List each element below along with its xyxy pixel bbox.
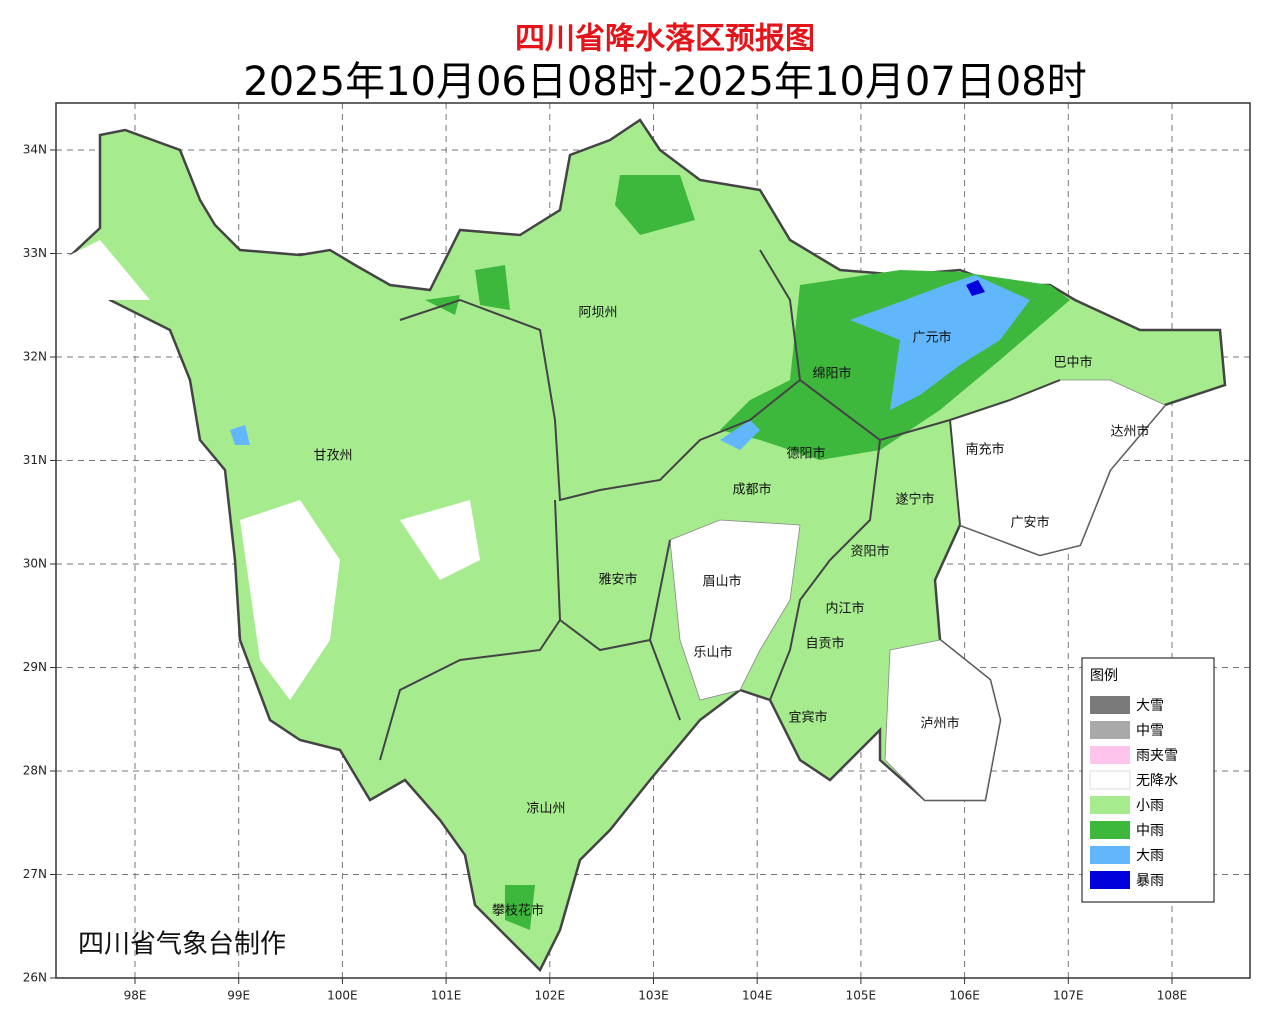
region-label: 成都市 <box>732 482 771 498</box>
lat-tick-label: 27N <box>23 867 47 881</box>
province <box>60 118 1227 973</box>
region-label: 绵阳市 <box>812 366 851 382</box>
subtitle: 2025年10月06日08时-2025年10月07日08时 <box>243 59 1086 105</box>
lon-tick-label: 103E <box>638 989 669 1003</box>
lon-tick-label: 101E <box>431 989 462 1003</box>
legend-label: 中雨 <box>1136 823 1164 839</box>
lat-tick-label: 31N <box>23 453 47 467</box>
lon-tick-label: 98E <box>124 989 147 1003</box>
credit: 四川省气象台制作 <box>78 930 286 960</box>
region-label: 自贡市 <box>805 636 844 652</box>
lon-tick-label: 102E <box>535 989 566 1003</box>
region-label: 资阳市 <box>850 544 889 560</box>
frame <box>55 102 1251 979</box>
lat-tick-label: 33N <box>23 246 47 260</box>
legend-swatch <box>1090 821 1130 839</box>
legend-label: 暴雨 <box>1136 873 1164 889</box>
no-rain-luzhou <box>884 639 1001 801</box>
legend-swatch <box>1089 770 1131 790</box>
legend-label: 无降水 <box>1136 773 1178 789</box>
region-label: 雅安市 <box>598 572 637 588</box>
lat-tick-label: 26N <box>23 971 47 985</box>
legend-label: 小雨 <box>1136 798 1164 814</box>
no-rain-south <box>669 519 801 701</box>
lat-tick-label: 30N <box>23 557 47 571</box>
region-label: 内江市 <box>825 601 864 617</box>
legend-label: 中雪 <box>1136 723 1164 739</box>
city-borders <box>379 249 1061 761</box>
legend-title: 图例 <box>1090 668 1118 684</box>
legend-label: 雨夹雪 <box>1136 748 1178 764</box>
region-label: 眉山市 <box>702 574 741 590</box>
legend-label: 大雨 <box>1136 848 1164 864</box>
torrential-rain <box>966 280 985 296</box>
legend-swatch <box>1090 846 1130 864</box>
legend-swatch <box>1090 721 1130 739</box>
lon-tick-label: 107E <box>1053 989 1084 1003</box>
region-label: 达州市 <box>1110 424 1149 440</box>
legend-swatch <box>1090 696 1130 714</box>
labels: 98E 99E 100E 101E 102E 103E 104E 105E 106E 107E 10… <box>23 143 1188 1003</box>
legend-swatch <box>1090 746 1130 764</box>
region-label: 攀枝花市 <box>492 903 544 919</box>
region-label: 广元市 <box>912 330 951 346</box>
lat-tick-label: 34N <box>23 143 47 157</box>
region-label: 广安市 <box>1010 515 1049 531</box>
region-label: 泸州市 <box>920 716 959 732</box>
region-label: 乐山市 <box>693 645 732 661</box>
lon-tick-label: 99E <box>227 989 250 1003</box>
region-label: 德阳市 <box>786 446 825 462</box>
heavy-rain <box>230 275 1030 450</box>
legend-swatch <box>1090 871 1130 889</box>
no-rain-west <box>60 240 480 700</box>
lon-tick-label: 104E <box>742 989 773 1003</box>
lat-tick-label: 32N <box>23 350 47 364</box>
lon-tick-label: 106E <box>949 989 980 1003</box>
region-label: 甘孜州 <box>313 449 352 464</box>
region-label: 巴中市 <box>1053 355 1092 371</box>
region-label: 阿坝州 <box>578 306 617 321</box>
legend-swatch <box>1090 796 1130 814</box>
region-label: 遂宁市 <box>895 492 934 508</box>
title: 四川省降水落区预报图 <box>515 22 815 57</box>
lat-tick-label: 29N <box>23 660 47 674</box>
region-label: 南充市 <box>965 442 1004 458</box>
region-label: 宜宾市 <box>788 710 827 726</box>
lon-tick-label: 100E <box>327 989 358 1003</box>
lon-tick-label: 105E <box>846 989 877 1003</box>
region-label: 凉山州 <box>526 802 565 817</box>
lat-tick-label: 28N <box>23 764 47 778</box>
legend-label: 大雪 <box>1136 698 1164 714</box>
lon-tick-label: 108E <box>1157 989 1188 1003</box>
